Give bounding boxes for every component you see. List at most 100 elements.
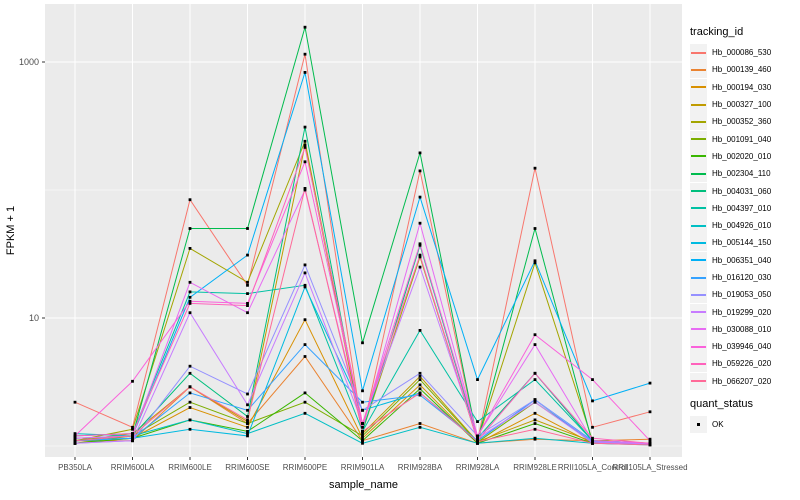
quant-status-label: OK (712, 420, 724, 430)
legend-label: Hb_004031_060 (712, 186, 772, 196)
legend-key-line-icon (690, 320, 707, 338)
data-point (188, 295, 192, 299)
data-point (418, 422, 422, 425)
data-point (188, 299, 192, 303)
data-point (188, 311, 192, 315)
legend-entry-Hb_002020_010: Hb_002020_010 (690, 147, 798, 165)
data-point (131, 427, 134, 431)
data-point (246, 418, 249, 422)
data-point (303, 355, 307, 358)
data-point (648, 381, 652, 385)
legend-label: Hb_002020_010 (712, 151, 772, 161)
data-point (648, 443, 652, 447)
x-tick-label: RRIM928LA (456, 463, 500, 472)
data-point (361, 441, 364, 445)
legend-label: Hb_059226_020 (712, 359, 772, 369)
data-point (648, 441, 652, 445)
legend-key-line-icon (690, 269, 707, 286)
data-point (303, 285, 307, 289)
data-point (131, 439, 134, 443)
legend-label: Hb_005144_150 (712, 238, 772, 248)
data-point (303, 125, 307, 129)
data-point (591, 399, 594, 403)
legend-entry-Hb_000352_360: Hb_000352_360 (690, 113, 798, 131)
legend-entry-Hb_030088_010: Hb_030088_010 (690, 320, 798, 338)
legend-key-line-icon (690, 44, 707, 62)
data-point (188, 391, 192, 395)
legend-key-line-icon (690, 286, 707, 304)
data-point (418, 371, 422, 375)
data-point (246, 422, 249, 425)
legend-key-line-icon (690, 61, 707, 79)
x-axis-title: sample_name (329, 479, 398, 491)
data-point (246, 430, 249, 433)
legend-title-tracking-id: tracking_id (690, 26, 744, 38)
x-tick-label: PB350LA (58, 463, 92, 472)
data-point (361, 408, 364, 412)
data-point (188, 198, 192, 202)
legend-key-line-icon (690, 217, 707, 235)
data-point (188, 427, 192, 431)
x-tick-label: RRIM600LA (111, 463, 155, 472)
data-point (648, 437, 652, 441)
data-point (418, 329, 422, 332)
data-point (246, 253, 249, 257)
data-point (188, 364, 192, 368)
data-point (73, 434, 77, 438)
data-point (246, 227, 249, 230)
data-point (188, 302, 192, 305)
legend-entry-Hb_000139_460: Hb_000139_460 (690, 61, 798, 79)
x-tick-label: RRIM901LA (341, 463, 385, 472)
data-point (188, 280, 192, 284)
data-point (131, 432, 134, 435)
data-point (303, 25, 307, 29)
legend-entry-Hb_000194_030: Hb_000194_030 (690, 78, 798, 96)
data-point (418, 221, 422, 225)
legend-entry-Hb_002304_110: Hb_002304_110 (690, 165, 798, 183)
data-point (533, 371, 537, 375)
legend-entry-Hb_016120_030: Hb_016120_030 (690, 269, 798, 286)
data-point (418, 378, 422, 381)
data-point (303, 343, 307, 346)
data-point (246, 434, 249, 438)
data-point (303, 271, 307, 275)
legend-entry-Hb_004031_060: Hb_004031_060 (690, 182, 798, 200)
data-point (418, 383, 422, 387)
legend-label: Hb_006351_040 (712, 255, 772, 265)
x-tick-label: RRII105LA_Control (558, 463, 628, 472)
data-point (361, 425, 364, 429)
data-point (246, 392, 249, 396)
data-point (591, 425, 594, 429)
x-tick-label: RRIM928BA (398, 463, 443, 472)
data-point (418, 375, 422, 378)
data-point (303, 139, 307, 143)
data-point (476, 440, 479, 444)
legend-entry-Hb_001091_040: Hb_001091_040 (690, 130, 798, 148)
y-tick-label: 10 (29, 313, 39, 323)
legend-key-point-icon (690, 416, 707, 434)
data-point (361, 434, 364, 438)
data-point (303, 391, 307, 395)
legend-entry-Hb_000086_530: Hb_000086_530 (690, 44, 798, 62)
data-point (246, 408, 249, 412)
data-point (361, 430, 364, 433)
legend-key-line-icon (690, 96, 707, 114)
x-tick-label: RRII105LA_Stressed (612, 463, 687, 472)
legend-entry-Hb_000327_100: Hb_000327_100 (690, 96, 798, 114)
data-point (73, 439, 77, 443)
data-point (131, 436, 134, 440)
data-point (533, 398, 537, 402)
data-point (361, 436, 364, 440)
data-point (303, 411, 307, 415)
data-point (246, 311, 249, 315)
legend-entry-Hb_059226_020: Hb_059226_020 (690, 355, 798, 373)
data-point (476, 378, 479, 381)
data-point (476, 434, 479, 438)
x-tick-label: RRIM928LE (513, 463, 557, 472)
data-point (591, 436, 594, 440)
data-point (591, 378, 594, 381)
data-point (533, 166, 537, 170)
data-point (361, 432, 364, 435)
x-tick-label: RRIM600LE (168, 463, 212, 472)
